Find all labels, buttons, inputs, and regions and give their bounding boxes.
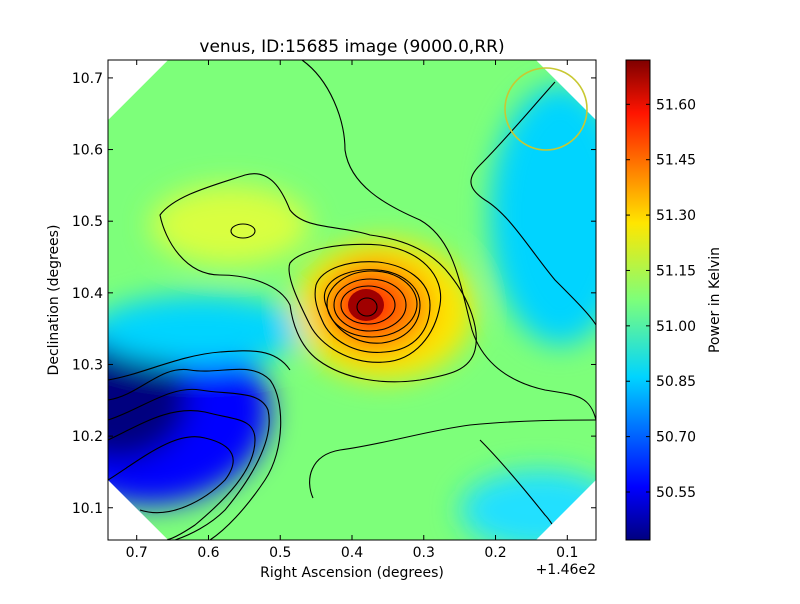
contour — [301, 59, 597, 421]
y-tick-label: 10.4 — [72, 286, 103, 302]
colorbar-tick-label: 51.45 — [656, 153, 696, 169]
colorbar — [625, 59, 651, 541]
contour — [314, 261, 431, 353]
x-tick-label: 0.3 — [413, 545, 435, 561]
warm-region — [150, 185, 310, 265]
y-tick-label: 10.3 — [72, 357, 103, 373]
contours — [107, 59, 597, 541]
x-axis: 0.7 0.6 0.5 0.4 0.3 0.2 0.1 — [126, 60, 578, 561]
contour — [107, 368, 282, 541]
east-cool-region — [490, 85, 596, 345]
y-tick-label: 10.7 — [72, 71, 103, 87]
contour — [107, 436, 234, 514]
contour — [309, 419, 597, 499]
chart-title: venus, ID:15685 image (9000.0,RR) — [199, 37, 504, 57]
x-tick-label: 0.5 — [269, 545, 291, 561]
y-tick-label: 10.5 — [72, 214, 103, 230]
contour — [107, 410, 256, 541]
colorbar-label: Power in Kelvin — [707, 247, 723, 353]
heatmap-image — [108, 60, 596, 540]
x-axis-label: Right Ascension (degrees) — [260, 565, 444, 581]
beam-circle — [504, 67, 588, 151]
cold-band — [108, 295, 310, 365]
colorbar-tick-label: 51.30 — [656, 208, 696, 224]
contour — [470, 81, 597, 326]
colorbar-axis: 50.55 50.70 50.85 51.00 51.15 51.30 51.45 51.60 — [626, 97, 696, 501]
contour — [479, 439, 554, 526]
contour — [159, 173, 477, 383]
y-axis: 10.1 10.2 10.3 10.4 10.5 10.6 10.7 — [72, 71, 596, 517]
contour — [326, 270, 418, 338]
y-tick-label: 10.6 — [72, 143, 103, 159]
y-axis-label: Declination (degrees) — [46, 225, 62, 376]
x-tick-label: 0.1 — [556, 545, 578, 561]
contour — [340, 285, 396, 325]
colorbar-tick-label: 51.60 — [656, 97, 696, 113]
colorbar-tick-label: 50.55 — [656, 485, 696, 501]
x-tick-label: 0.2 — [484, 545, 506, 561]
x-offset-label: +1.46e2 — [536, 562, 596, 578]
contour — [333, 278, 407, 332]
colorbar-tick-label: 50.70 — [656, 430, 696, 446]
contour — [230, 223, 256, 239]
contour — [288, 243, 442, 363]
colorbar-tick-label: 51.00 — [656, 319, 696, 335]
x-tick-label: 0.6 — [197, 545, 219, 561]
colorbar-tick-label: 50.85 — [656, 374, 696, 390]
x-tick-label: 0.4 — [341, 545, 363, 561]
y-tick-label: 10.2 — [72, 429, 103, 445]
contour — [356, 297, 378, 317]
y-tick-label: 10.1 — [72, 501, 103, 517]
contour — [107, 388, 270, 541]
colorbar-tick-label: 51.15 — [656, 263, 696, 279]
x-tick-label: 0.7 — [126, 545, 148, 561]
corner-masks — [108, 60, 596, 540]
contour — [107, 350, 291, 381]
